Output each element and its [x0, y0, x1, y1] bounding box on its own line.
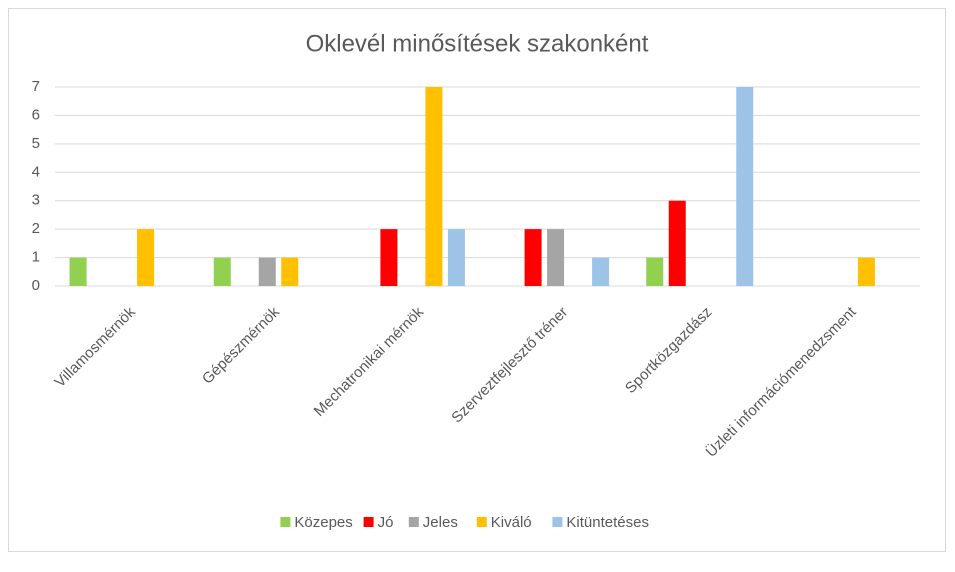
- bar: [213, 257, 231, 286]
- bar: [592, 257, 610, 286]
- bar: [69, 257, 87, 286]
- bar: [857, 257, 875, 286]
- legend-swatch: [552, 517, 563, 527]
- legend-swatch: [476, 517, 487, 527]
- legend-swatch: [363, 517, 374, 527]
- bar: [380, 229, 398, 286]
- legend-swatch: [280, 517, 291, 527]
- bar: [447, 229, 465, 286]
- bar: [281, 257, 299, 286]
- legend-label: Kitüntetéses: [566, 514, 649, 531]
- bar: [137, 229, 155, 286]
- bar: [668, 200, 686, 286]
- legend-label: Jeles: [423, 514, 458, 531]
- bar: [736, 87, 754, 286]
- legend-swatch: [408, 517, 419, 527]
- y-tick-label: 3: [32, 192, 40, 209]
- chart-title: Oklevél minősítések szakonként: [306, 30, 649, 57]
- bar: [524, 229, 542, 286]
- y-tick-label: 6: [32, 106, 40, 123]
- bar: [646, 257, 664, 286]
- y-tick-label: 5: [32, 135, 40, 152]
- legend-label: Jó: [378, 514, 394, 531]
- y-tick-label: 0: [32, 277, 40, 294]
- y-tick-label: 4: [32, 163, 40, 180]
- y-tick-label: 1: [32, 249, 40, 266]
- legend-label: Közepes: [294, 514, 352, 531]
- y-tick-label: 7: [32, 78, 40, 95]
- bar: [547, 229, 565, 286]
- y-tick-label: 2: [32, 220, 40, 237]
- bar: [258, 257, 276, 286]
- legend-label: Kiváló: [491, 514, 532, 531]
- chart-border: [8, 8, 946, 552]
- bar: [425, 87, 443, 286]
